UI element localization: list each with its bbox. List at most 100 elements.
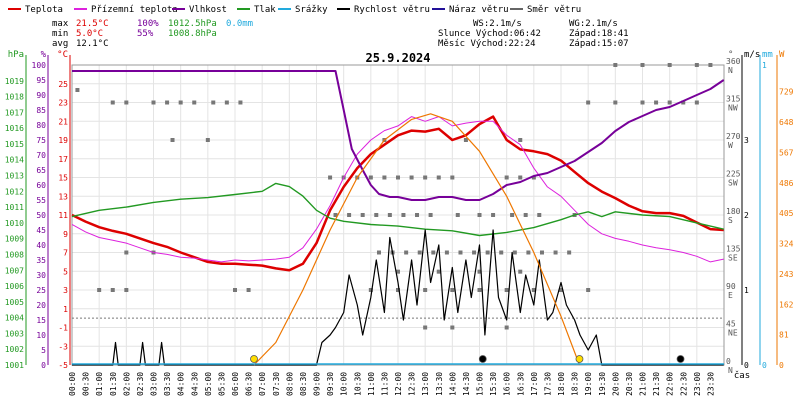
temperature-tick-label: 15 (58, 174, 68, 183)
wind-direction-point (124, 250, 129, 255)
wind-direction-point (165, 100, 170, 105)
wind-direction-point (368, 175, 373, 180)
x-tick-label: 21:30 (652, 372, 661, 396)
series-line-p-zemn-teplota (71, 116, 724, 263)
wind-direction-point (472, 250, 477, 255)
pressure-tick-label: 1019 (5, 77, 24, 86)
solar-tick-label: 486 (779, 179, 794, 188)
direction-tick-cardinal: SW (728, 179, 738, 188)
wind-direction-point (110, 100, 115, 105)
x-tick-label: 15:30 (489, 372, 498, 396)
x-tick-label: 01:30 (109, 372, 118, 396)
pressure-tick-label: 1018 (5, 93, 24, 102)
wind-direction-point (477, 288, 482, 292)
wind-direction-point (708, 63, 713, 67)
legend-label: Teplota (25, 5, 63, 15)
wind-direction-point (694, 100, 699, 105)
wind-direction-point (694, 63, 699, 67)
x-tick-label: 21:00 (639, 372, 648, 396)
x-tick-label: 20:30 (625, 372, 634, 396)
moonrise-marker (676, 355, 685, 363)
wind-direction-point (396, 175, 400, 180)
x-tick-label: 02:30 (136, 372, 145, 396)
stats-max-rain: 0.0mm (226, 19, 253, 29)
x-tick-label: 19:00 (584, 372, 593, 396)
direction-tick-label: 225 (726, 170, 741, 179)
wind-direction-point (151, 100, 156, 105)
info-moon-rise: Měsíc Východ:22:24 (438, 39, 536, 49)
legend-label: Srážky (295, 5, 328, 15)
temperature-tick-label: 11 (58, 211, 68, 220)
x-tick-label: 09:00 (313, 372, 322, 396)
humidity-tick-label: 75 (36, 136, 46, 145)
wind-direction-point (504, 288, 509, 292)
wind-direction-point (491, 213, 496, 217)
x-tick-label: 16:30 (516, 372, 525, 396)
direction-tick-cardinal: N (728, 66, 733, 75)
x-tick-label: 16:00 (503, 372, 512, 396)
wind-direction-point (404, 250, 409, 255)
solar-tick-label: 648 (779, 118, 794, 127)
temperature-tick-label: 21 (58, 117, 68, 126)
wind-direction-point (368, 288, 373, 292)
grid (71, 64, 725, 366)
temperature-tick-label: -3 (58, 342, 68, 351)
stats-max-hum: 100% (137, 19, 159, 29)
wind-direction-point (667, 63, 672, 67)
wind-direction-point (450, 288, 455, 292)
wind-direction-point (553, 250, 558, 255)
humidity-tick-label: 10 (36, 331, 46, 340)
wind-direction-point (205, 138, 210, 142)
pressure-tick-label: 1007 (5, 266, 24, 275)
rain-tick-label: 0 (762, 361, 767, 370)
humidity-tick-label: 5 (41, 346, 46, 355)
wind-direction-point (382, 175, 387, 180)
x-tick-label: 12:30 (408, 372, 417, 396)
wind-direction-point (654, 100, 659, 105)
legend-label: Rychlost větru (354, 5, 430, 15)
wind-direction-point (477, 269, 482, 274)
wind-direction-point (436, 175, 441, 180)
humidity-tick-label: 80 (36, 121, 46, 130)
pressure-tick-label: 1008 (5, 250, 24, 259)
info-wg: WG:2.1m/s (569, 19, 618, 29)
wind-direction-point (387, 213, 392, 217)
temperature-axis-unit: °C (57, 50, 68, 60)
x-tick-label: 13:30 (435, 372, 444, 396)
x-axis-label: čas (734, 370, 750, 381)
wind-tick-label: 0 (744, 361, 749, 370)
x-tick-label: 00:30 (82, 372, 91, 396)
humidity-tick-label: 0 (41, 361, 46, 370)
direction-tick-cardinal: W (728, 141, 733, 150)
wind-direction-point (374, 213, 379, 217)
temperature-tick-label: 17 (58, 155, 68, 164)
wind-direction-point (396, 288, 400, 292)
direction-tick-label: 45 (726, 320, 736, 329)
wind-direction-point (640, 63, 645, 67)
pressure-tick-label: 1017 (5, 108, 24, 117)
wind-direction-point (192, 100, 197, 105)
sunset-marker (575, 355, 584, 363)
pressure-tick-label: 1014 (5, 156, 24, 165)
wind-direction-point (415, 213, 420, 217)
temperature-tick-label: 9 (63, 230, 68, 239)
wind-direction-point (499, 250, 504, 255)
humidity-tick-label: 45 (36, 226, 46, 235)
direction-tick-cardinal: N (728, 366, 733, 375)
wind-direction-point (376, 250, 381, 255)
pressure-tick-label: 1013 (5, 172, 24, 181)
stats-max-temp: 21.5°C (76, 19, 109, 29)
direction-tick-label: 315 (726, 95, 741, 104)
wind-direction-point (586, 100, 591, 105)
info-sun-set: Západ:18:41 (569, 29, 629, 39)
x-tick-label: 10:30 (353, 372, 362, 396)
wind-direction-point (75, 88, 80, 92)
x-tick-label: 18:30 (571, 372, 580, 396)
direction-tick-label: 270 (726, 132, 741, 141)
x-tick-label: 23:30 (706, 372, 715, 396)
wind-direction-point (681, 100, 686, 105)
direction-axis-unit: ° (728, 50, 733, 60)
wind-direction-point (586, 288, 591, 292)
direction-tick-cardinal: S (728, 216, 733, 225)
